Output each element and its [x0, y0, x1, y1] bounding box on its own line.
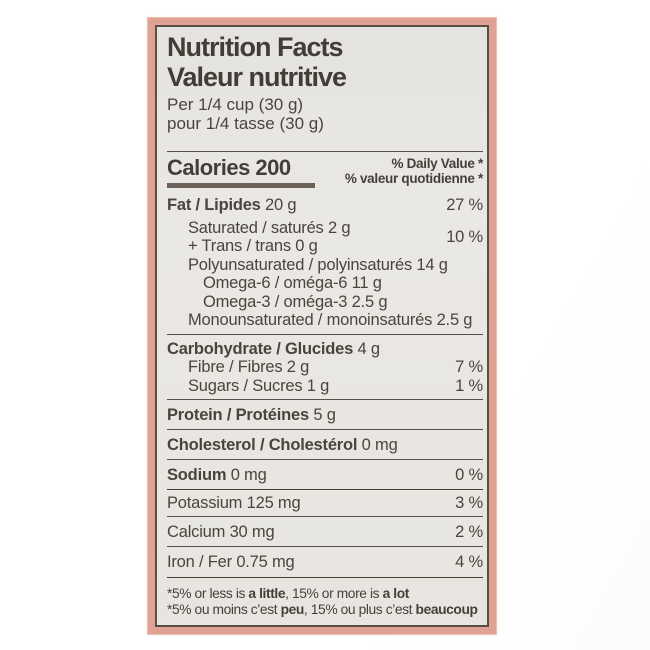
nutrient-row-carbohydrate: Carbohydrate / Glucides 4 g — [167, 340, 483, 359]
nutrient-label: Protein / Protéines 5 g — [167, 406, 336, 425]
calories-block: Calories 200 — [167, 155, 315, 189]
nutrient-row-saturated-trans: Saturated / saturés 2 g + Trans / trans … — [167, 219, 483, 256]
daily-value-header: % Daily Value * % valeur quotidienne * — [345, 156, 483, 188]
daily-value-percent: 0 % — [455, 465, 483, 484]
daily-value-percent: 10 % — [446, 227, 483, 246]
daily-value-percent: 4 % — [455, 553, 483, 571]
label-paper: Nutrition Facts Valeur nutritive Per 1/4… — [155, 25, 489, 627]
daily-value-percent: 3 % — [455, 493, 483, 512]
nutrient-row-fibre: Fibre / Fibres 2 g 7 % — [167, 358, 483, 377]
calories-underline — [167, 183, 315, 189]
nutrient-label: Fat / Lipides 20 g — [167, 196, 297, 215]
nutrient-row-potassium: Potassium 125 mg 3 % — [167, 494, 483, 513]
daily-value-percent: 1 % — [455, 376, 483, 395]
nutrient-label: Iron / Fer 0.75 mg — [167, 553, 295, 571]
nutrient-row-omega3: Omega-3 / oméga-3 2.5 g — [167, 293, 483, 312]
daily-value-percent: 2 % — [455, 523, 483, 542]
nutrient-label: Saturated / saturés 2 g + Trans / trans … — [188, 218, 351, 256]
nutrient-row-polyunsaturated: Polyunsaturated / polyinsaturés 14 g — [167, 256, 483, 275]
daily-value-header-fr: % valeur quotidienne * — [344, 171, 483, 187]
nutrient-row-iron: Iron / Fer 0.75 mg 4 % — [167, 553, 483, 572]
nutrient-row-cholesterol: Cholesterol / Cholestérol 0 mg — [167, 436, 483, 455]
calories-row: Calories 200 % Daily Value * % valeur qu… — [167, 155, 483, 189]
daily-value-percent: 27 % — [446, 196, 483, 215]
label-title-fr: Valeur nutritive — [167, 62, 347, 92]
nutrient-row-sugars: Sugars / Sucres 1 g 1 % — [167, 377, 483, 396]
nutrient-row-sodium: Sodium 0 mg 0 % — [167, 466, 483, 485]
nutrition-label: Nutrition Facts Valeur nutritive Per 1/4… — [147, 17, 497, 635]
nutrient-label: Polyunsaturated / polyinsaturés 14 g — [188, 255, 448, 274]
nutrient-label: Fibre / Fibres 2 g — [188, 358, 310, 377]
nutrient-label: Sodium 0 mg — [167, 465, 267, 484]
nutrient-row-fat: Fat / Lipides 20 g 27 % — [167, 196, 483, 215]
nutrient-row-omega6: Omega-6 / oméga-6 11 g — [167, 274, 483, 293]
nutrient-label: Potassium 125 mg — [167, 493, 301, 512]
calories-value: Calories 200 — [167, 155, 291, 181]
nutrient-label: Calcium 30 mg — [167, 523, 275, 542]
nutrient-label: Cholesterol / Cholestérol 0 mg — [167, 436, 398, 455]
nutrient-label: Omega-6 / oméga-6 11 g — [203, 274, 382, 293]
nutrient-label: Carbohydrate / Glucides 4 g — [167, 339, 380, 358]
daily-value-percent: 7 % — [455, 358, 483, 377]
serving-size-fr: pour 1/4 tasse (30 g) — [167, 114, 324, 133]
nutrient-label: Monounsaturated / monoinsaturés 2.5 g — [188, 311, 473, 330]
daily-value-header-en: % Daily Value * — [391, 156, 483, 172]
nutrient-label: Sugars / Sucres 1 g — [188, 376, 330, 395]
nutrient-row-calcium: Calcium 30 mg 2 % — [167, 523, 483, 542]
nutrient-row-monounsaturated: Monounsaturated / monoinsaturés 2.5 g — [167, 311, 483, 330]
label-title-en: Nutrition Facts — [167, 32, 344, 62]
serving-size-en: Per 1/4 cup (30 g) — [167, 95, 304, 114]
nutrient-label: Omega-3 / oméga-3 2.5 g — [203, 292, 388, 311]
footnote-en: *5% or less is a little, 15% or more is … — [167, 585, 409, 601]
footnote-fr: *5% ou moins c’est peu, 15% ou plus c’es… — [167, 602, 478, 618]
nutrient-row-protein: Protein / Protéines 5 g — [167, 406, 483, 425]
